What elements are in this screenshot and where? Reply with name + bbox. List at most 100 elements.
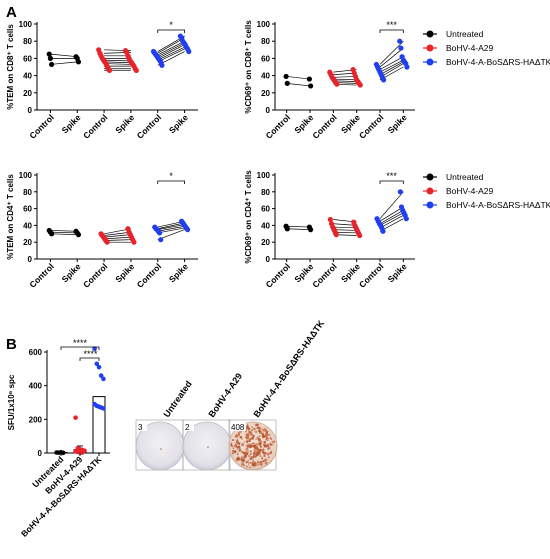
data-point-control bbox=[283, 73, 289, 80]
y-tick-label: 60 bbox=[23, 54, 32, 63]
spot bbox=[255, 453, 259, 457]
spot bbox=[254, 428, 256, 431]
data-point bbox=[94, 361, 100, 367]
spot bbox=[249, 431, 251, 433]
x-tick-label: Control bbox=[310, 112, 338, 140]
data-point bbox=[79, 450, 85, 455]
y-tick-label: 80 bbox=[261, 37, 270, 46]
spot bbox=[249, 453, 252, 456]
spot bbox=[245, 448, 248, 451]
spot bbox=[261, 457, 264, 460]
spot bbox=[259, 445, 263, 448]
x-tick-label: Control bbox=[264, 112, 292, 140]
spot bbox=[263, 455, 266, 458]
spot bbox=[249, 445, 252, 448]
spot bbox=[244, 456, 247, 459]
paired-line bbox=[379, 61, 404, 76]
spot bbox=[240, 458, 243, 461]
data-point-control bbox=[104, 239, 110, 245]
spot bbox=[240, 456, 243, 459]
spot bbox=[262, 432, 264, 435]
spot bbox=[247, 461, 250, 464]
elispot-wells: Untreated BoHV-4-A29 BoHV-4-A-BoSΔRS-HAΔ… bbox=[135, 318, 326, 471]
legend-label-recombinant: BoHV-4-A-BoSΔRS-HAΔTK bbox=[446, 200, 550, 210]
spot bbox=[245, 436, 247, 438]
significance-label: **** bbox=[83, 349, 98, 359]
spot bbox=[231, 452, 234, 455]
y-tick-label: 600 bbox=[29, 348, 43, 357]
data-point-spike bbox=[397, 189, 403, 195]
spot bbox=[247, 459, 249, 462]
x-tick-label: Spike bbox=[167, 112, 190, 135]
spot bbox=[264, 430, 267, 432]
spot bbox=[235, 442, 238, 445]
spot bbox=[241, 450, 244, 454]
x-tick-label: Spike bbox=[60, 261, 83, 284]
y-tick-label: 60 bbox=[261, 54, 270, 63]
data-point-control bbox=[381, 77, 387, 83]
y-tick-label: 40 bbox=[261, 72, 270, 81]
legend-marker-untreated bbox=[426, 30, 434, 38]
well-label-recombinant: BoHV-4-A-BoSΔRS-HAΔTK bbox=[251, 318, 326, 419]
spot bbox=[239, 447, 241, 450]
x-tick-label: Control bbox=[135, 112, 163, 140]
spot bbox=[241, 438, 243, 440]
x-tick-label: BoHV-4-A-BoSΔRS-HAΔTK bbox=[19, 454, 104, 539]
legend-label-untreated: Untreated bbox=[446, 29, 484, 39]
spot bbox=[253, 444, 257, 447]
spot bbox=[236, 448, 238, 450]
data-point-spike bbox=[75, 59, 82, 65]
spot bbox=[269, 442, 272, 445]
paired-line bbox=[50, 231, 78, 234]
y-tick-label: 100 bbox=[19, 20, 33, 29]
significance-bracket bbox=[157, 29, 185, 33]
y-axis-title: SFU/1x10⁶ spc bbox=[7, 374, 16, 430]
well-spots bbox=[160, 423, 276, 469]
spot bbox=[264, 461, 268, 465]
paired-line bbox=[104, 234, 131, 238]
spot bbox=[264, 432, 269, 436]
spot bbox=[241, 443, 245, 447]
significance-label: *** bbox=[386, 171, 397, 181]
data-point-control bbox=[159, 62, 165, 68]
spot bbox=[246, 451, 249, 454]
spot bbox=[245, 425, 249, 429]
data-point-control bbox=[327, 216, 333, 223]
data-point-spike bbox=[184, 227, 191, 233]
spot bbox=[244, 430, 247, 433]
y-tick-label: 100 bbox=[19, 171, 33, 180]
y-axis-title: %CD69⁺ on CD8⁺ T cells bbox=[244, 20, 253, 114]
legend-label-recombinant: BoHV-4-A-BoSΔRS-HAΔTK bbox=[446, 57, 550, 67]
spot bbox=[255, 438, 257, 440]
spot bbox=[238, 448, 242, 452]
spot bbox=[245, 437, 248, 440]
paired-line bbox=[104, 59, 131, 62]
well-count-recombinant: 408 bbox=[231, 423, 245, 432]
legend-label-untreated: Untreated bbox=[446, 172, 484, 182]
spot bbox=[252, 464, 255, 467]
x-tick-label: Spike bbox=[386, 112, 409, 135]
y-tick-label: 20 bbox=[23, 238, 32, 247]
spot bbox=[243, 441, 246, 443]
spot bbox=[236, 453, 239, 456]
paired-line bbox=[50, 230, 78, 232]
spot bbox=[264, 460, 266, 462]
paired-line bbox=[333, 229, 357, 231]
spot bbox=[261, 428, 264, 431]
spot bbox=[235, 434, 239, 438]
spot bbox=[259, 460, 263, 464]
spot bbox=[265, 430, 269, 434]
x-tick-label: Control bbox=[357, 261, 385, 289]
spot bbox=[248, 464, 250, 466]
y-tick-label: 0 bbox=[28, 255, 33, 264]
y-tick-label: 60 bbox=[23, 205, 32, 214]
spot bbox=[257, 460, 259, 462]
spot bbox=[245, 440, 249, 444]
paired-line bbox=[157, 44, 185, 59]
spot bbox=[249, 466, 251, 469]
legend-bottom: Untreated BoHV-4-A29 BoHV-4-A-BoSΔRS-HAΔ… bbox=[423, 172, 550, 210]
paired-line bbox=[157, 224, 185, 230]
significance-label: *** bbox=[386, 20, 397, 30]
spot bbox=[251, 462, 255, 466]
